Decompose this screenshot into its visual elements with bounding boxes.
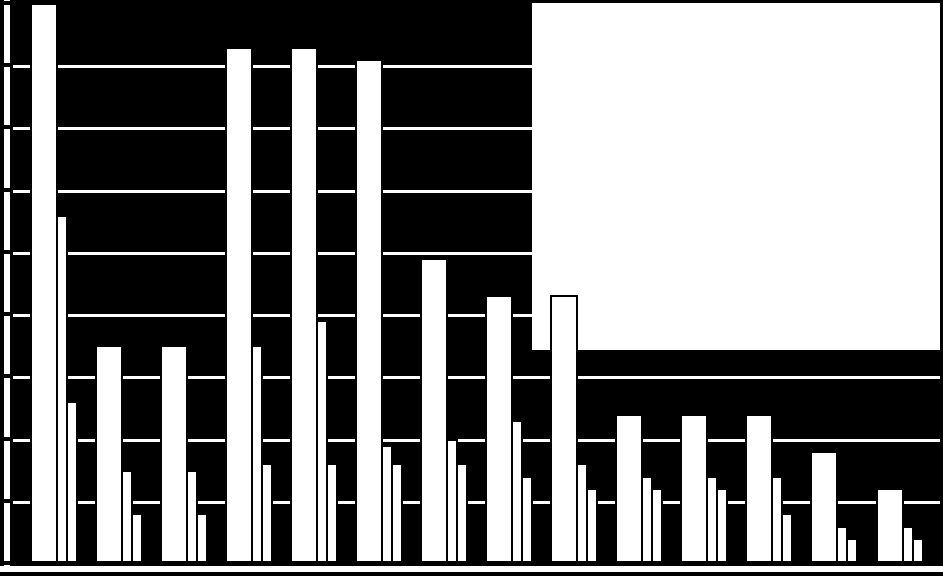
- bar: [846, 538, 858, 563]
- bar-group: [802, 451, 867, 563]
- bar: [810, 451, 838, 563]
- bar: [326, 463, 338, 563]
- bar-group: [346, 59, 411, 563]
- bar: [391, 463, 403, 563]
- y-tick: [0, 125, 10, 129]
- bar-chart: [0, 0, 943, 576]
- y-tick: [0, 1, 10, 5]
- bar-group: [151, 345, 216, 563]
- bar-group: [216, 47, 281, 563]
- x-axis: [0, 572, 943, 576]
- bar: [586, 488, 598, 563]
- bar: [716, 488, 728, 563]
- bar-group: [281, 47, 346, 563]
- bar: [95, 345, 123, 563]
- bar: [456, 463, 468, 563]
- y-tick: [0, 437, 10, 441]
- y-tick: [0, 188, 10, 192]
- bar: [66, 401, 78, 563]
- y-tick: [0, 63, 10, 67]
- bar: [290, 47, 318, 563]
- y-tick: [0, 250, 10, 254]
- y-tick: [0, 561, 10, 565]
- bar: [420, 258, 448, 563]
- bar-group: [86, 345, 151, 563]
- bar: [876, 488, 904, 563]
- bar: [355, 59, 383, 563]
- bar-group: [477, 295, 542, 563]
- bar: [225, 47, 253, 563]
- bar-groups: [13, 3, 940, 563]
- plot-area: [10, 0, 943, 566]
- bar: [30, 3, 58, 563]
- bar-group: [21, 3, 86, 563]
- bar-group: [737, 414, 802, 563]
- bar: [196, 513, 208, 563]
- bar: [651, 488, 663, 563]
- bar: [160, 345, 188, 563]
- bar: [131, 513, 143, 563]
- bar: [745, 414, 773, 563]
- bar: [680, 414, 708, 563]
- bar: [615, 414, 643, 563]
- bar-group: [672, 414, 737, 563]
- bar: [912, 538, 924, 563]
- y-tick: [0, 499, 10, 503]
- bar-group: [542, 295, 607, 563]
- bar: [550, 295, 578, 563]
- bar: [781, 513, 793, 563]
- bar: [261, 463, 273, 563]
- bar-group: [867, 488, 932, 563]
- y-tick: [0, 374, 10, 378]
- bar-group: [411, 258, 476, 563]
- bar: [521, 476, 533, 563]
- bar-group: [607, 414, 672, 563]
- y-axis: [0, 0, 4, 566]
- y-tick: [0, 312, 10, 316]
- bar: [485, 295, 513, 563]
